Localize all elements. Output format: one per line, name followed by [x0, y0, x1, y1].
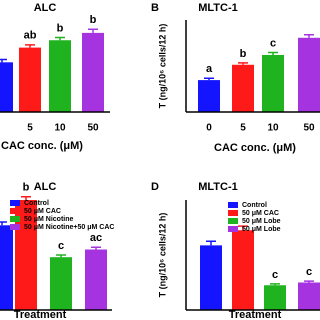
y-axis-label: T (ng/10⁶ cells/12 h) — [157, 24, 167, 109]
chart-title: ALC — [34, 181, 57, 193]
legend-swatch — [10, 200, 20, 206]
legend-label: Control — [24, 200, 49, 207]
error-bar — [206, 240, 216, 246]
y-axis-label: T (ng/10⁶ cells/12 h) — [157, 213, 167, 298]
x-tick-label: 5 — [240, 123, 246, 134]
significance-letter: b — [240, 48, 247, 60]
error-bar — [0, 58, 7, 63]
x-tick-label: 10 — [54, 123, 66, 134]
bar — [50, 257, 72, 310]
bar — [85, 249, 107, 310]
error-bar — [304, 280, 314, 283]
significance-letter: c — [58, 240, 64, 252]
x-tick-label: 50 — [87, 123, 99, 134]
bar — [298, 37, 320, 112]
legend-label: 50 μM Lobe — [242, 226, 281, 233]
legend-label: Control — [242, 202, 267, 209]
x-axis-label: CAC conc. (μM) — [214, 142, 296, 154]
bar — [264, 285, 286, 310]
error-bar — [56, 254, 66, 258]
bar — [15, 200, 37, 310]
error-bar — [268, 51, 278, 55]
error-bar — [91, 246, 101, 250]
error-bar — [21, 195, 31, 200]
legend-swatch — [228, 226, 238, 232]
legend-swatch — [10, 208, 20, 214]
bar — [232, 230, 254, 310]
error-bar — [304, 33, 314, 38]
x-tick-label: 5 — [27, 123, 33, 134]
panel-label: B — [151, 2, 159, 14]
bar — [0, 225, 13, 310]
x-tick-label: 10 — [267, 123, 279, 134]
error-bar — [204, 77, 214, 81]
legend-label: 50 μM CAC — [24, 208, 61, 215]
legend-label: 50 μM Nicotine — [24, 216, 74, 223]
x-axis-label: Treatment — [229, 309, 282, 320]
legend-swatch — [10, 216, 20, 222]
significance-letter: b — [90, 14, 97, 26]
legend-label: 50 μM CAC — [242, 210, 279, 217]
panel-label: D — [151, 181, 159, 193]
legend-label: 50 μM Nicotine+50 μM CAC — [24, 224, 114, 231]
error-bar — [270, 283, 280, 286]
bar — [262, 54, 284, 112]
significance-letter: a — [206, 63, 213, 75]
error-bar — [88, 28, 98, 33]
chart-title: MLTC-1 — [198, 2, 238, 14]
x-axis-label: Treatment — [14, 309, 67, 320]
significance-letter: c — [272, 269, 278, 281]
error-bar — [55, 36, 65, 41]
legend-swatch — [228, 202, 238, 208]
legend-swatch — [228, 218, 238, 224]
bar — [49, 40, 71, 112]
bar — [19, 47, 41, 112]
error-bar — [238, 225, 248, 231]
bar — [82, 32, 104, 112]
legend-label: 50 μM Lobe — [242, 218, 281, 225]
x-tick-label: 0 — [206, 123, 212, 134]
x-tick-label: 50 — [303, 123, 315, 134]
error-bar — [25, 44, 35, 48]
bar — [298, 282, 320, 310]
x-axis-label: CAC conc. (μM) — [1, 140, 83, 152]
error-bar — [238, 62, 248, 65]
legend-swatch — [228, 210, 238, 216]
bar — [0, 62, 13, 112]
chart-title: ALC — [34, 2, 57, 14]
bar — [198, 80, 220, 112]
bar — [232, 64, 254, 112]
error-bar — [0, 221, 7, 226]
bar — [200, 245, 222, 310]
chart-title: MLTC-1 — [198, 181, 238, 193]
significance-letter: b — [57, 22, 64, 34]
significance-letter: c — [306, 266, 312, 278]
significance-letter: c — [270, 37, 276, 49]
significance-letter: b — [23, 182, 30, 194]
legend-swatch — [10, 224, 20, 230]
significance-letter: ac — [90, 232, 102, 244]
significance-letter: ab — [24, 30, 37, 42]
